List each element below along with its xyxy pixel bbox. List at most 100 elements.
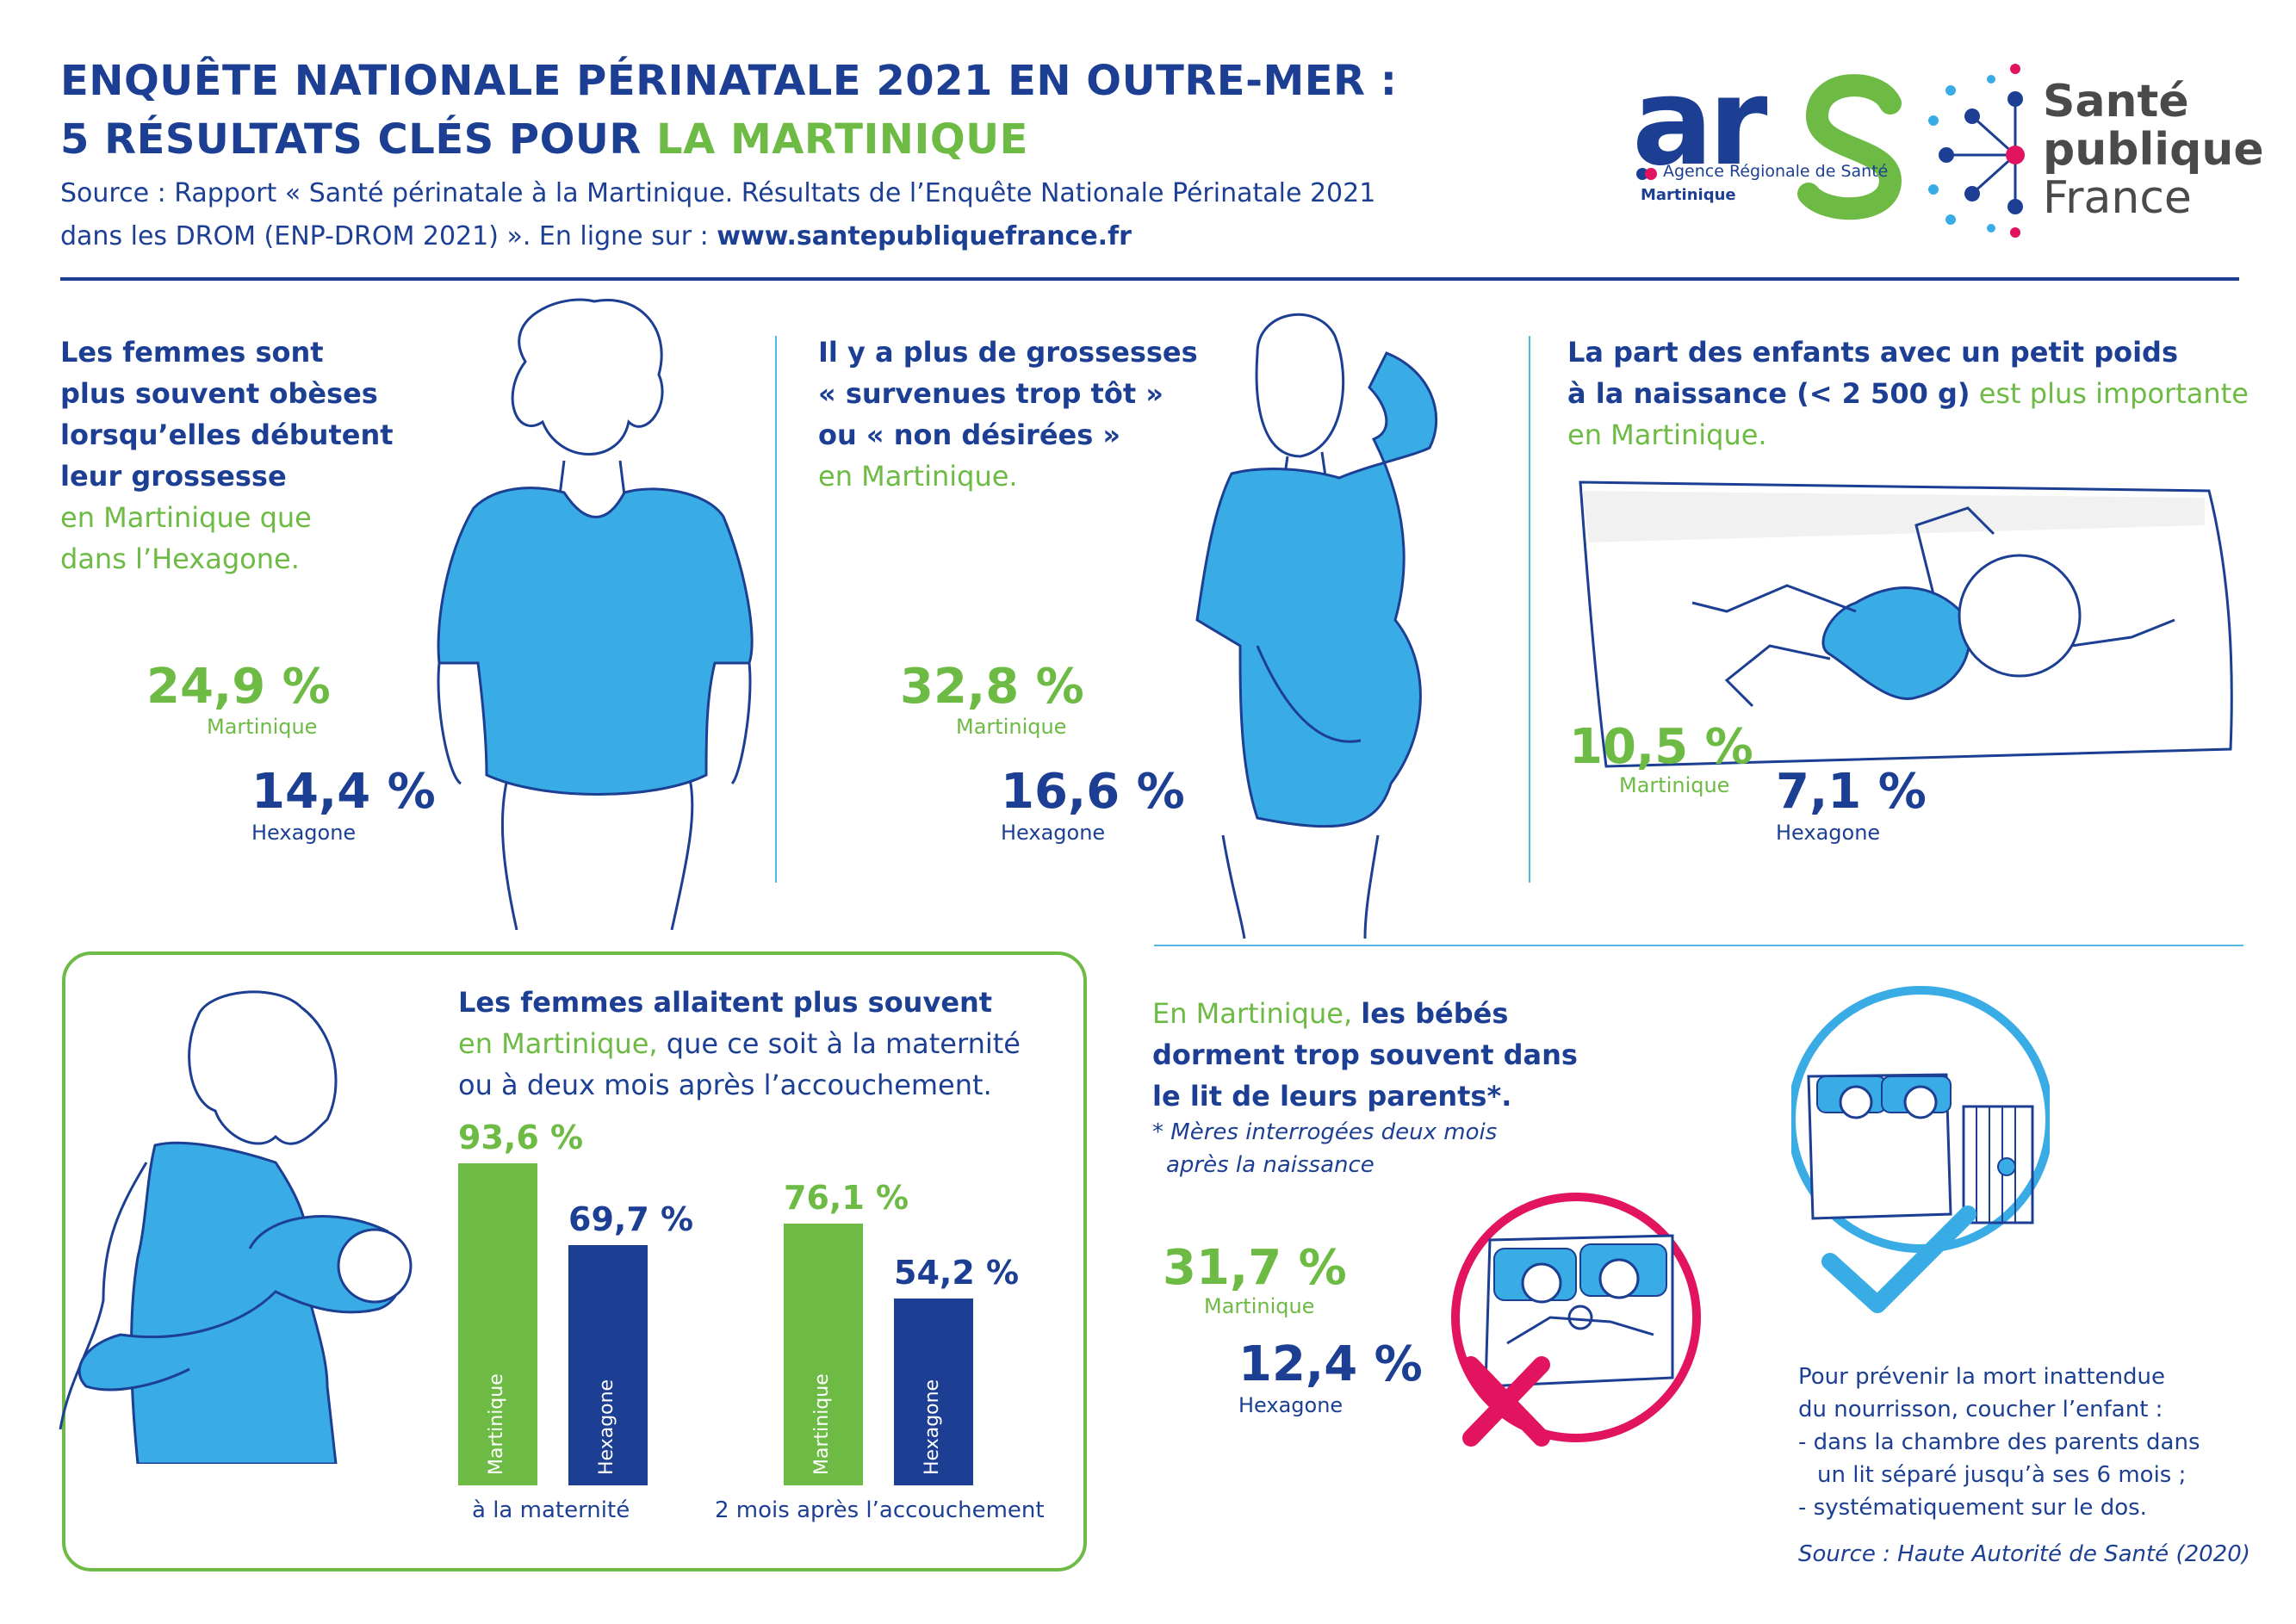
source-line1: Source : Rapport « Santé périnatale à la… xyxy=(60,178,1376,208)
bar-value-label-martinique-2: 76,1 % xyxy=(784,1178,909,1217)
section2-hexagone-label: Hexagone xyxy=(1001,821,1106,845)
bar-value-label-hexagone-1: 69,7 % xyxy=(568,1200,694,1239)
section4-line2-green: en Martinique, xyxy=(458,1027,658,1060)
pregnant-woman-illustration xyxy=(1195,313,1438,939)
section5-hexagone-label: Hexagone xyxy=(1238,1393,1343,1417)
bar-series-label-hexagone-2: Hexagone xyxy=(922,1379,943,1475)
section1-hexagone-label: Hexagone xyxy=(251,821,357,845)
svg-text:ar: ar xyxy=(1632,69,1767,193)
bar-series-label-hexagone-1: Hexagone xyxy=(596,1379,617,1475)
bar-hexagone-2 xyxy=(894,1299,973,1485)
breastfeeding-panel xyxy=(62,951,1087,1571)
section3-martinique-value: 10,5 % xyxy=(1569,719,1753,775)
section5-note: * Mères interrogées deux mois après la n… xyxy=(1152,1116,1497,1181)
section2-martinique-label: Martinique xyxy=(956,715,1067,739)
spf-line1: Santé xyxy=(2043,76,2189,127)
bar-martinique-2 xyxy=(784,1223,863,1485)
section5-note-line1: * Mères interrogées deux mois xyxy=(1152,1119,1498,1145)
advice-line4: un lit séparé jusqu’à ses 6 mois ; xyxy=(1817,1462,2187,1488)
ars-subtitle: Agence Régionale de Santé xyxy=(1663,162,1889,181)
section2-hexagone-value: 16,6 % xyxy=(1001,764,1185,820)
advice-line2: du nourrisson, coucher l’enfant : xyxy=(1798,1397,2163,1423)
breastfeeding-woman-illustration xyxy=(59,990,413,1464)
section4-line2-rest: que ce soit à la maternité xyxy=(657,1027,1021,1060)
section3-line1: La part des enfants avec un petit poids xyxy=(1567,336,2178,369)
page-title: ENQUÊTE NATIONALE PÉRINATALE 2021 EN OUT… xyxy=(60,52,1397,169)
cross-icon xyxy=(1462,1356,1550,1447)
section2-martinique-value: 32,8 % xyxy=(900,659,1084,715)
advice-source: Source : Haute Autorité de Santé (2020) xyxy=(1798,1541,2250,1567)
ars-logo: ar Agence Régionale de Santé Martinique xyxy=(1632,53,1908,224)
section5-line2: dorment trop souvent dans xyxy=(1152,1038,1578,1071)
section3-hexagone-value: 7,1 % xyxy=(1776,764,1927,820)
title-line1: ENQUÊTE NATIONALE PÉRINATALE 2021 EN OUT… xyxy=(60,57,1398,105)
title-line2: 5 RÉSULTATS CLÉS POUR LA MARTINIQUE xyxy=(60,110,1397,169)
advice-line3: - dans la chambre des parents dans xyxy=(1798,1429,2200,1455)
section-divider-2 xyxy=(1529,336,1530,883)
section2-line2: « survenues trop tôt » xyxy=(818,377,1164,410)
bar-series-label-martinique-1: Martinique xyxy=(486,1373,507,1475)
x-category-label-1: à la maternité xyxy=(472,1497,630,1523)
section5-martinique-value: 31,7 % xyxy=(1163,1240,1347,1296)
separate-crib-correct-illustration xyxy=(1791,986,2050,1313)
section1-line3: lorsqu’elles débutent xyxy=(60,418,394,451)
ars-region: Martinique xyxy=(1641,186,1736,204)
header-divider xyxy=(60,277,2239,281)
bar-value-label-hexagone-2: 54,2 % xyxy=(894,1254,1020,1292)
section1-martinique-value: 24,9 % xyxy=(146,659,331,715)
section5-heading: En Martinique, les bébés dorment trop so… xyxy=(1152,993,1578,1117)
spf-logo: Santé publique France xyxy=(1921,60,2265,241)
section4-heading: Les femmes allaitent plus souvent en Mar… xyxy=(458,982,1021,1106)
section1-line6: dans l’Hexagone. xyxy=(60,542,300,575)
source-line2: dans les DROM (ENP-DROM 2021) ». En lign… xyxy=(60,215,1375,258)
section1-line1: Les femmes sont xyxy=(60,336,324,369)
title-line2-highlight: LA MARTINIQUE xyxy=(656,115,1028,164)
section4-line1: Les femmes allaitent plus souvent xyxy=(458,986,993,1019)
section5-line3: le lit de leurs parents*. xyxy=(1152,1080,1512,1113)
section2-line3: ou « non désirées » xyxy=(818,418,1121,451)
section1-hexagone-value: 14,4 % xyxy=(251,764,436,820)
section3-martinique-label: Martinique xyxy=(1619,773,1730,797)
section5-martinique-label: Martinique xyxy=(1204,1294,1315,1318)
bar-series-label-martinique-2: Martinique xyxy=(811,1373,833,1475)
section-divider-1 xyxy=(775,336,777,883)
section1-line2: plus souvent obèses xyxy=(60,377,378,410)
title-line2-prefix: 5 RÉSULTATS CLÉS POUR xyxy=(60,115,657,164)
safe-sleep-advice: Pour prévenir la mort inattendue du nour… xyxy=(1798,1361,2200,1524)
section3-heading: La part des enfants avec un petit poids … xyxy=(1567,332,2249,456)
section-divider-3 xyxy=(1154,945,2243,946)
woman-figure-illustration xyxy=(437,298,754,930)
section2-line1: Il y a plus de grossesses xyxy=(818,336,1198,369)
spf-line3: France xyxy=(2043,172,2192,224)
section5-line1-bold: les bébés xyxy=(1361,997,1509,1030)
spf-molecule-icon xyxy=(1928,64,2025,238)
section1-line5: en Martinique que xyxy=(60,501,312,534)
section5-note-line2: après la naissance xyxy=(1166,1152,1374,1178)
checkmark-icon xyxy=(1821,1206,1976,1313)
source-url: www.santepubliquefrance.fr xyxy=(717,221,1132,251)
bar-hexagone-1 xyxy=(568,1245,648,1485)
bar-martinique-1 xyxy=(458,1162,537,1485)
co-sleeping-wrong-illustration xyxy=(1451,1193,1701,1447)
section4-line3: ou à deux mois après l’accouchement. xyxy=(458,1069,992,1101)
section3-line3: en Martinique. xyxy=(1567,418,1767,451)
section5-hexagone-value: 12,4 % xyxy=(1238,1336,1423,1392)
ars-logo-graphic: ar xyxy=(1632,53,1902,220)
baby-sleeping-illustration xyxy=(1579,480,2233,768)
bar-value-label-martinique-1: 93,6 % xyxy=(458,1118,584,1156)
source-line2-text: dans les DROM (ENP-DROM 2021) ». En lign… xyxy=(60,221,717,251)
advice-line1: Pour prévenir la mort inattendue xyxy=(1798,1364,2166,1390)
spf-name: Santé publique France xyxy=(2043,77,2264,222)
section3-hexagone-label: Hexagone xyxy=(1776,821,1881,845)
section1-martinique-label: Martinique xyxy=(207,715,318,739)
section1-heading: Les femmes sont plus souvent obèses lors… xyxy=(60,332,394,580)
section2-heading: Il y a plus de grossesses « survenues tr… xyxy=(818,332,1198,497)
section2-line4: en Martinique. xyxy=(818,460,1018,493)
section1-line4: leur grossesse xyxy=(60,460,287,493)
source-text: Source : Rapport « Santé périnatale à la… xyxy=(60,172,1375,258)
section3-line2-bold: à la naissance (< 2 500 g) xyxy=(1567,377,1970,410)
breastfeeding-bar-chart: Martinique 93,6 % Hexagone 69,7 % Martinique… xyxy=(431,1119,1085,1541)
section3-line2-rest: est plus importante xyxy=(1970,377,2249,410)
spf-line2: publique xyxy=(2043,124,2264,176)
section5-line1-green: En Martinique, xyxy=(1152,997,1362,1030)
